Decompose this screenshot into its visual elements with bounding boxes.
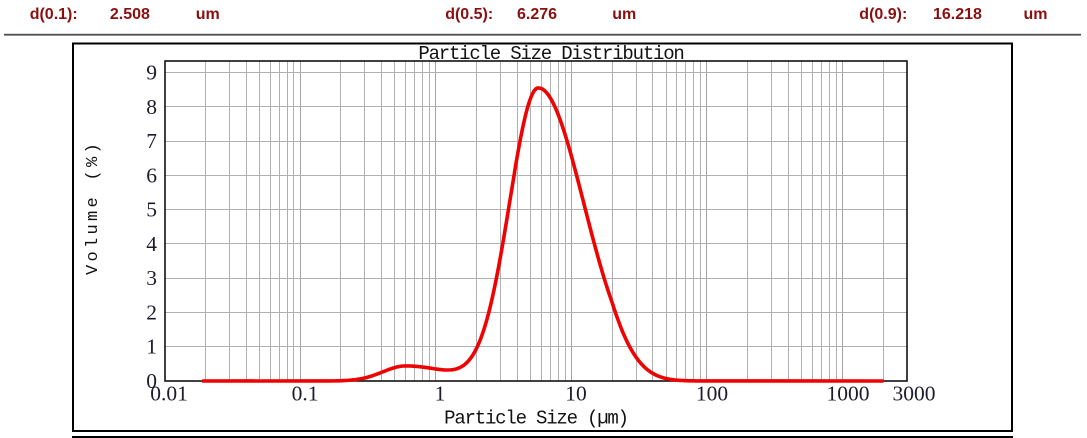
svg-text:Particle Size (µm): Particle Size (µm): [444, 408, 628, 430]
svg-text:0.01: 0.01: [150, 382, 188, 406]
svg-text:8: 8: [146, 95, 157, 119]
svg-text:um: um: [612, 6, 636, 23]
svg-text:um: um: [1024, 6, 1048, 23]
svg-text:3000: 3000: [893, 382, 936, 406]
svg-text:6: 6: [146, 163, 157, 187]
svg-text:10: 10: [565, 382, 587, 406]
svg-text:Particle Size Distribution: Particle Size Distribution: [418, 43, 683, 65]
svg-text:d(0.1):: d(0.1):: [30, 6, 78, 23]
svg-text:0: 0: [146, 369, 157, 393]
svg-text:Volume (%): Volume (%): [84, 140, 103, 275]
svg-text:7: 7: [146, 129, 157, 153]
svg-text:2.508: 2.508: [110, 6, 150, 23]
svg-text:1000: 1000: [827, 382, 870, 406]
svg-text:100: 100: [696, 382, 728, 406]
svg-text:16.218: 16.218: [933, 6, 982, 23]
svg-text:6.276: 6.276: [517, 6, 557, 23]
svg-text:4: 4: [146, 232, 157, 256]
svg-text:1: 1: [146, 335, 157, 359]
svg-text:5: 5: [146, 198, 157, 222]
svg-text:d(0.5):: d(0.5):: [445, 6, 493, 23]
svg-text:d(0.9):: d(0.9):: [859, 6, 907, 23]
svg-text:um: um: [196, 6, 220, 23]
svg-text:0.1: 0.1: [292, 382, 319, 406]
svg-text:1: 1: [435, 382, 446, 406]
svg-text:3: 3: [146, 266, 157, 290]
svg-text:2: 2: [146, 301, 157, 325]
svg-text:9: 9: [146, 61, 157, 85]
